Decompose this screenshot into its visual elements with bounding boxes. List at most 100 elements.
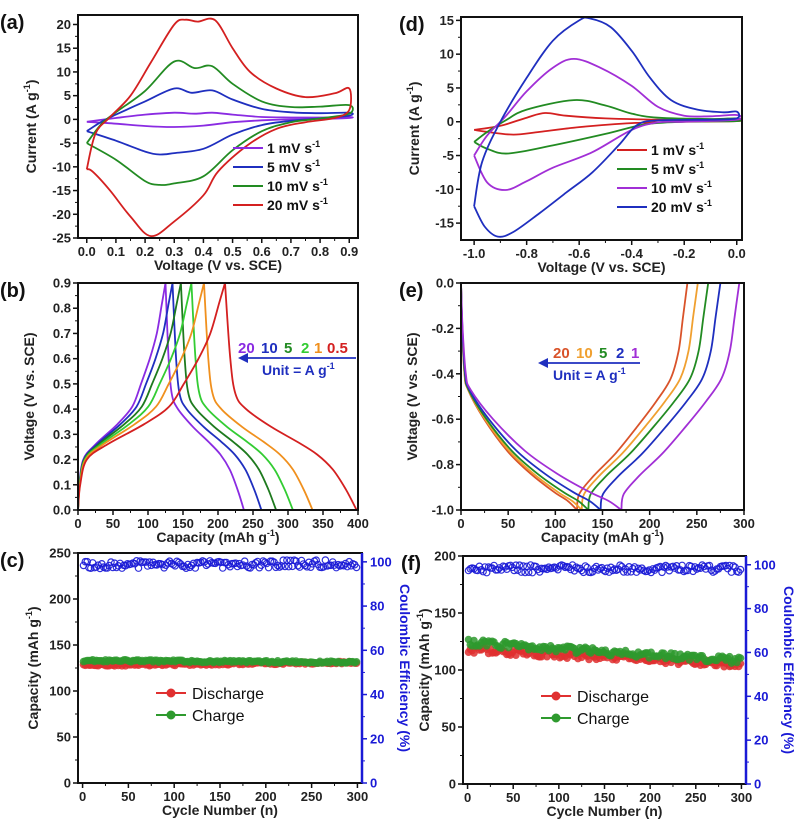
x-tick-label: -0.4 xyxy=(620,246,643,261)
data-point xyxy=(189,559,198,568)
legend-label: Discharge xyxy=(577,689,649,706)
data-point xyxy=(590,564,599,573)
y2-tick-label: 0 xyxy=(754,777,761,792)
data-point xyxy=(625,562,633,571)
x-tick-label: -1.0 xyxy=(463,246,485,261)
rate-label: 5 xyxy=(599,345,607,362)
data-point xyxy=(134,564,143,572)
y-tick-label: 0.9 xyxy=(53,276,71,291)
x-tick-label: 0.3 xyxy=(165,244,183,259)
plot-frame xyxy=(460,282,745,511)
y-tick-label: -0.4 xyxy=(432,366,455,381)
data-point xyxy=(526,561,535,569)
data-point xyxy=(479,567,487,576)
x-tick-label: 0 xyxy=(79,789,86,804)
x-tick-label: 100 xyxy=(544,516,566,531)
discharge-curve xyxy=(180,282,277,511)
cv-curve-10 xyxy=(473,57,742,191)
y-tick-label: -0.6 xyxy=(432,412,454,427)
panel-label: (d) xyxy=(399,14,425,36)
panel-c: 0 50 100 150 200 250 3000501001502002500204060… xyxy=(0,546,413,819)
rate-label: 2 xyxy=(301,340,309,357)
x-tick-label: 0.0 xyxy=(728,246,746,261)
y-tick-label: 150 xyxy=(434,606,456,621)
x-tick-label: 0.4 xyxy=(194,244,213,259)
y2-axis-label: Coulombic Efficiency (%) xyxy=(781,586,797,754)
data-point xyxy=(352,563,361,572)
legend-label: Discharge xyxy=(192,686,264,703)
data-point xyxy=(180,562,189,571)
legend-label: 10 mV s-1 xyxy=(651,179,712,196)
data-point xyxy=(692,565,701,573)
data-point xyxy=(729,562,738,570)
data-point xyxy=(473,566,482,575)
data-point xyxy=(736,654,745,662)
legend-marker xyxy=(166,710,176,720)
cv-curve-10 xyxy=(86,59,354,186)
x-tick-label: 300 xyxy=(733,516,755,531)
y-tick-label: 0.2 xyxy=(53,452,71,467)
rate-label: 1 xyxy=(631,345,639,362)
x-tick-label: 250 xyxy=(685,790,707,805)
data-point xyxy=(661,561,670,570)
y-tick-label: -1.0 xyxy=(432,503,454,518)
y-tick-label: -10 xyxy=(52,159,71,174)
rate-label: 2 xyxy=(616,345,624,362)
y-tick-label: 0 xyxy=(64,112,71,127)
y-tick-label: -5 xyxy=(442,148,454,163)
y2-tick-label: 60 xyxy=(370,643,384,658)
x-tick-label: 250 xyxy=(301,789,323,804)
data-point xyxy=(143,562,152,570)
y2-tick-label: 20 xyxy=(754,733,768,748)
legend-label: 10 mV s-1 xyxy=(267,177,328,194)
x-tick-label: 400 xyxy=(347,516,369,531)
rate-label: 20 xyxy=(238,340,255,357)
data-point xyxy=(272,563,280,572)
panel-label: (c) xyxy=(0,550,24,572)
data-point xyxy=(583,563,592,572)
x-tick-label: -0.8 xyxy=(515,246,537,261)
x-tick-label: -0.2 xyxy=(673,246,695,261)
x-tick-label: 300 xyxy=(347,789,369,804)
x-tick-label: 250 xyxy=(686,516,708,531)
discharge-curve xyxy=(460,282,590,511)
y2-tick-label: 40 xyxy=(754,689,768,704)
arrow-head xyxy=(238,353,248,363)
data-point xyxy=(676,566,685,574)
panel-label: (f) xyxy=(401,553,421,575)
data-point xyxy=(663,563,672,571)
y-tick-label: 10 xyxy=(440,47,454,62)
x-tick-label: 50 xyxy=(501,516,515,531)
y2-tick-label: 40 xyxy=(370,687,384,702)
y-tick-label: 0.0 xyxy=(436,276,454,291)
x-tick-label: 50 xyxy=(106,516,120,531)
panel-d: -1.0 -0.8 -0.6 -0.4 -0.2 0.0 -15 -10 -5 0 5 10 15 Vol… xyxy=(399,13,746,275)
data-point xyxy=(658,568,666,577)
discharge-curve xyxy=(224,282,358,511)
y-tick-label: 150 xyxy=(49,638,71,653)
y-tick-label: 0.1 xyxy=(53,477,71,492)
x-tick-label: 300 xyxy=(731,790,753,805)
rate-label: 0.5 xyxy=(327,340,348,357)
data-point xyxy=(142,558,150,566)
x-tick-label: 50 xyxy=(121,789,135,804)
y-axis-label: Current (A g-1) xyxy=(22,80,39,174)
data-point xyxy=(273,561,282,570)
y-tick-label: 15 xyxy=(440,13,454,28)
data-point xyxy=(339,561,348,570)
x-tick-label: 200 xyxy=(639,790,661,805)
data-point xyxy=(292,557,300,565)
data-point xyxy=(594,566,602,574)
unit-label: Unit = A g-1 xyxy=(553,366,626,383)
y-tick-label: -15 xyxy=(435,216,454,231)
x-tick-label: 250 xyxy=(242,516,264,531)
y-tick-label: -10 xyxy=(435,182,454,197)
y-axis-label: Voltage (V vs. SCE) xyxy=(404,332,420,460)
x-tick-label: 100 xyxy=(548,790,570,805)
unit-label: Unit = A g-1 xyxy=(262,361,335,378)
data-point xyxy=(153,561,161,569)
x-tick-label: 0.7 xyxy=(282,244,300,259)
legend-marker xyxy=(551,713,561,723)
y-tick-label: 0.0 xyxy=(53,503,71,518)
